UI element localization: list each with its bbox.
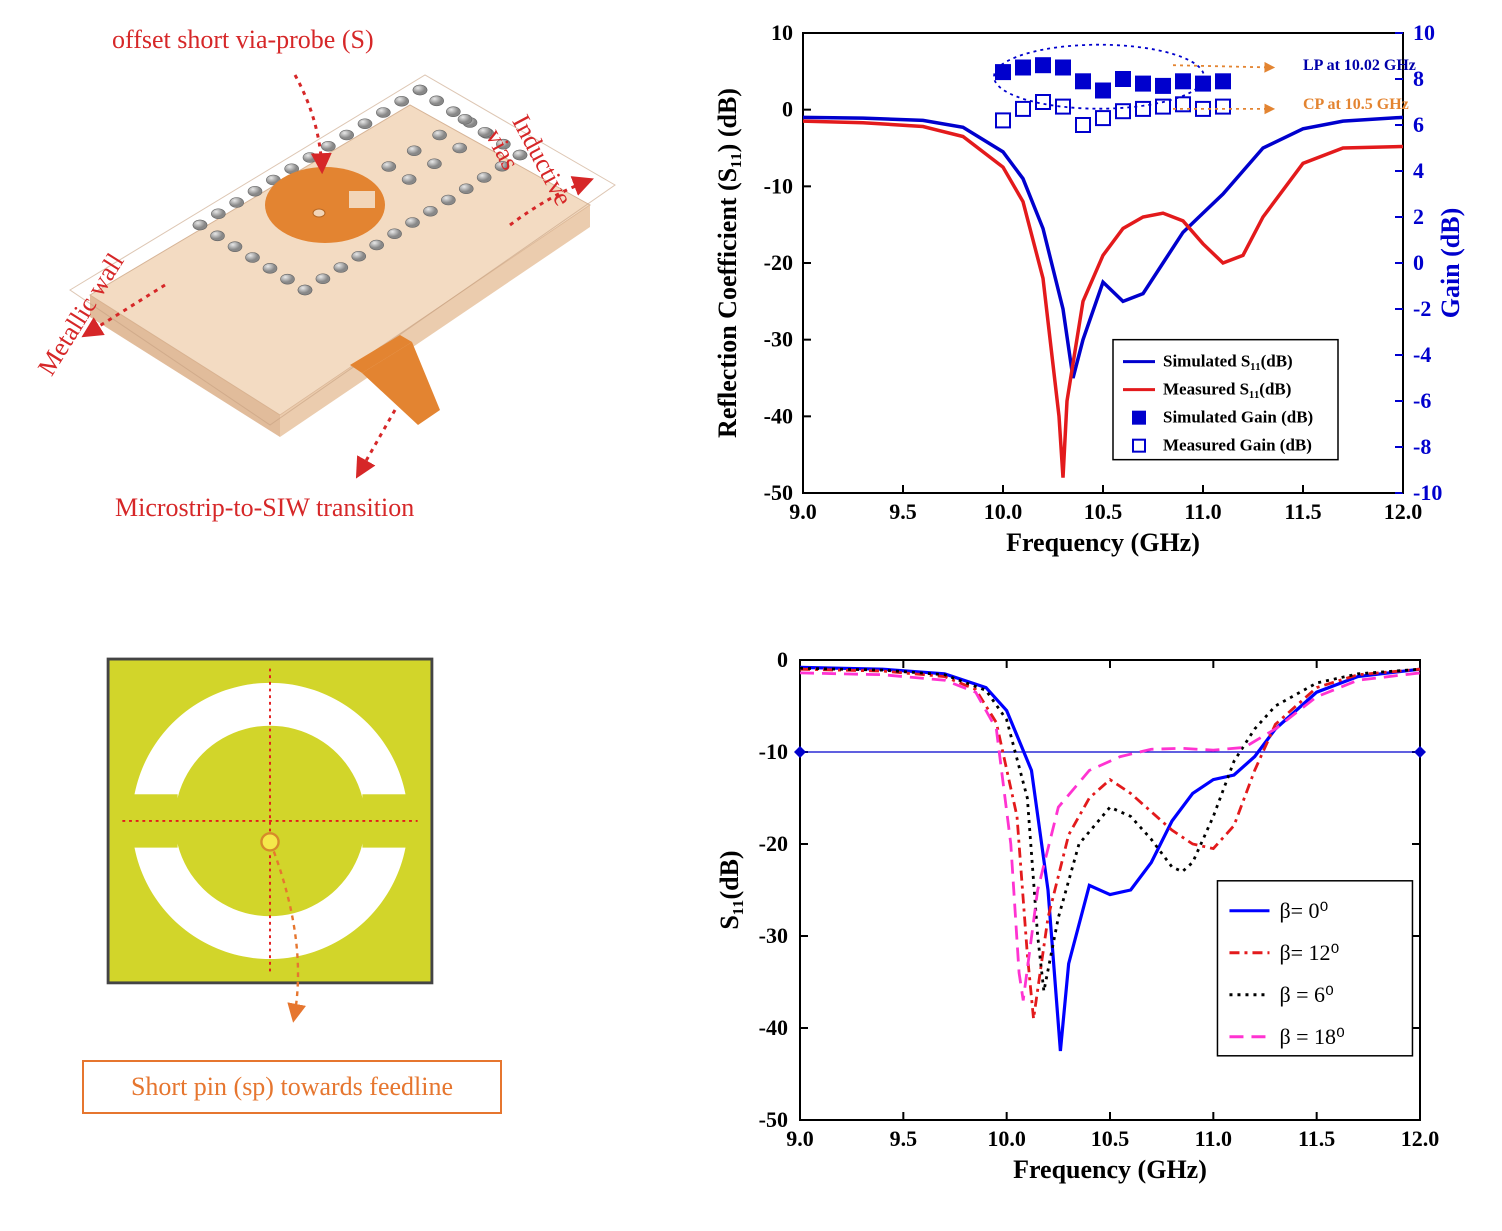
svg-text:β = 18⁰: β = 18⁰ bbox=[1279, 1024, 1345, 1049]
svg-text:-30: -30 bbox=[764, 327, 793, 352]
svg-text:β= 0⁰: β= 0⁰ bbox=[1279, 898, 1328, 923]
svg-text:LP at 10.02 GHz: LP at 10.02 GHz bbox=[1303, 57, 1416, 74]
svg-text:12.0: 12.0 bbox=[1384, 499, 1423, 524]
antenna-3d-diagram: offset short via-probe (S) Inductive via… bbox=[30, 15, 640, 535]
svg-text:Simulated S₁₁(dB): Simulated S₁₁(dB) bbox=[1163, 352, 1293, 371]
svg-text:β= 12⁰: β= 12⁰ bbox=[1279, 940, 1339, 965]
svg-text:9.0: 9.0 bbox=[789, 499, 817, 524]
svg-text:12.0: 12.0 bbox=[1401, 1126, 1440, 1151]
svg-text:9.0: 9.0 bbox=[786, 1126, 814, 1151]
svg-text:4: 4 bbox=[1413, 158, 1424, 183]
svg-text:11.0: 11.0 bbox=[1184, 499, 1221, 524]
svg-text:-20: -20 bbox=[759, 831, 788, 856]
svg-text:S₁₁(dB): S₁₁(dB) bbox=[715, 850, 744, 929]
patch-top-view: Short pin (sp) towards feedline bbox=[60, 640, 540, 1200]
svg-text:-4: -4 bbox=[1413, 342, 1431, 367]
svg-text:CP at 10.5 GHz: CP at 10.5 GHz bbox=[1303, 96, 1409, 113]
svg-text:-20: -20 bbox=[764, 250, 793, 275]
svg-text:9.5: 9.5 bbox=[890, 1126, 918, 1151]
svg-text:Measured Gain (dB): Measured Gain (dB) bbox=[1163, 436, 1312, 455]
svg-text:10: 10 bbox=[771, 20, 793, 45]
svg-text:-40: -40 bbox=[764, 403, 793, 428]
svg-text:Frequency (GHz): Frequency (GHz) bbox=[1006, 528, 1200, 557]
svg-text:10.0: 10.0 bbox=[987, 1126, 1026, 1151]
svg-text:11.5: 11.5 bbox=[1284, 499, 1321, 524]
svg-text:0: 0 bbox=[1413, 250, 1424, 275]
svg-text:10.5: 10.5 bbox=[1091, 1126, 1130, 1151]
svg-text:-6: -6 bbox=[1413, 388, 1431, 413]
svg-text:β = 6⁰: β = 6⁰ bbox=[1279, 982, 1334, 1007]
svg-text:10.0: 10.0 bbox=[984, 499, 1023, 524]
svg-text:11.0: 11.0 bbox=[1195, 1126, 1232, 1151]
svg-text:Gain (dB): Gain (dB) bbox=[1436, 208, 1465, 319]
svg-text:-10: -10 bbox=[764, 173, 793, 198]
svg-text:-2: -2 bbox=[1413, 296, 1431, 321]
svg-text:-10: -10 bbox=[759, 739, 788, 764]
svg-text:Measured S₁₁(dB): Measured S₁₁(dB) bbox=[1163, 380, 1291, 399]
svg-text:Frequency (GHz): Frequency (GHz) bbox=[1013, 1155, 1207, 1184]
svg-text:-40: -40 bbox=[759, 1015, 788, 1040]
label-microstrip: Microstrip-to-SIW transition bbox=[115, 493, 414, 523]
patch-caption: Short pin (sp) towards feedline bbox=[82, 1060, 502, 1114]
label-offset: offset short via-probe (S) bbox=[112, 25, 374, 55]
svg-text:10.5: 10.5 bbox=[1084, 499, 1123, 524]
svg-text:0: 0 bbox=[777, 647, 788, 672]
s11-beta-chart: -50 -40 -30 -20 -10 0 9.0 9.5 10.0 10.5 11.0 11.5 12… bbox=[700, 640, 1460, 1200]
svg-text:-8: -8 bbox=[1413, 434, 1431, 459]
svg-text:-30: -30 bbox=[759, 923, 788, 948]
s11-gain-chart: -50-40-30-20-10010-10-8-6-4-202468109.09… bbox=[708, 8, 1468, 578]
svg-text:11.5: 11.5 bbox=[1298, 1126, 1335, 1151]
svg-text:0: 0 bbox=[782, 97, 793, 122]
tr-chart-svg: -50-40-30-20-10010-10-8-6-4-202468109.09… bbox=[708, 8, 1468, 578]
svg-text:9.5: 9.5 bbox=[889, 499, 917, 524]
svg-text:10: 10 bbox=[1413, 20, 1435, 45]
br-chart-svg: -50 -40 -30 -20 -10 0 9.0 9.5 10.0 10.5 11.0 11.5 12… bbox=[700, 640, 1460, 1200]
patch-svg bbox=[60, 640, 480, 1040]
svg-text:Reflection Coefficient (S₁₁) (: Reflection Coefficient (S₁₁) (dB) bbox=[713, 88, 742, 438]
svg-text:6: 6 bbox=[1413, 112, 1424, 137]
svg-text:Simulated Gain (dB): Simulated Gain (dB) bbox=[1163, 408, 1313, 427]
svg-text:2: 2 bbox=[1413, 204, 1424, 229]
svg-text:-50: -50 bbox=[759, 1107, 788, 1132]
